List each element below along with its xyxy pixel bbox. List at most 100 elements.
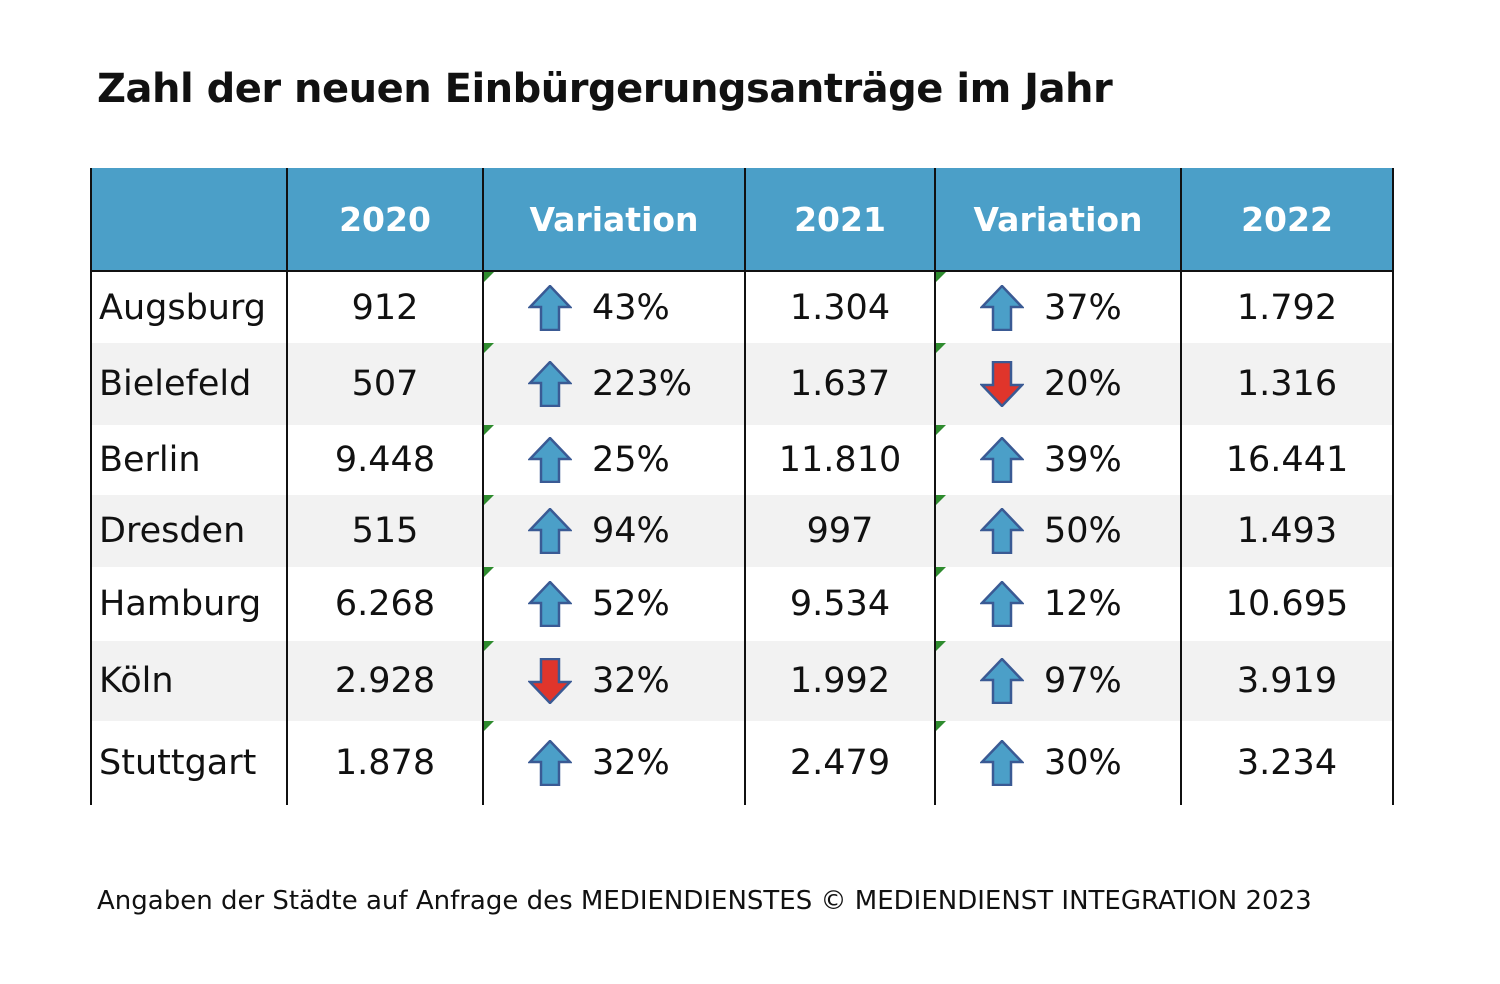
header-2022: 2022 [1180, 168, 1394, 272]
arrow-up-icon [528, 740, 572, 786]
city-name: Dresden [90, 495, 288, 567]
value-2020: 6.268 [286, 567, 484, 641]
variation-cell: 39% [934, 425, 1182, 495]
value-2020: 912 [286, 271, 484, 343]
arrow-up-icon [528, 284, 572, 331]
header-2021: 2021 [744, 168, 936, 272]
variation-cell: 223% [482, 343, 746, 425]
arrow-up-icon [980, 284, 1024, 331]
variation-cell: 12% [934, 567, 1182, 641]
chart-title: Zahl der neuen Einbürgerungsanträge im J… [97, 66, 1113, 112]
variation-cell: 43% [482, 271, 746, 343]
value-2022: 3.919 [1180, 641, 1394, 721]
arrow-up-icon [980, 437, 1024, 483]
value-2020: 1.878 [286, 721, 484, 805]
value-2020: 9.448 [286, 425, 484, 495]
header-variation-1: Variation [482, 168, 746, 272]
variation-cell: 94% [482, 495, 746, 567]
arrow-up-icon [528, 581, 572, 627]
value-2021: 1.304 [744, 271, 936, 343]
data-table: 2020 Variation 2021 Variation 2022 Augsb… [90, 168, 1394, 805]
variation-value: 20% [1044, 364, 1122, 404]
variation-cell: 20% [934, 343, 1182, 425]
cell-marker [936, 641, 946, 651]
variation-cell: 50% [934, 495, 1182, 567]
cell-marker [484, 425, 494, 435]
variation-value: 97% [1044, 661, 1122, 701]
arrow-up-icon [528, 361, 572, 407]
cell-marker [936, 721, 946, 731]
city-name: Hamburg [90, 567, 288, 641]
variation-value: 32% [592, 743, 670, 783]
variation-value: 37% [1044, 287, 1122, 328]
arrow-up-icon [980, 740, 1024, 786]
table-row: Hamburg 6.268 52% 9.534 12% 10.695 [90, 567, 1394, 641]
value-2022: 10.695 [1180, 567, 1394, 641]
value-2022: 1.493 [1180, 495, 1394, 567]
value-2021: 1.637 [744, 343, 936, 425]
cell-marker [936, 495, 946, 505]
variation-value: 30% [1044, 743, 1122, 783]
value-2021: 2.479 [744, 721, 936, 805]
variation-value: 12% [1044, 584, 1122, 624]
variation-cell: 30% [934, 721, 1182, 805]
arrow-up-icon [980, 581, 1024, 627]
variation-cell: 32% [482, 641, 746, 721]
table-body: Augsburg 912 43% 1.304 37% 1.792 Bielefeld 507 2… [90, 271, 1394, 805]
city-name: Stuttgart [90, 721, 288, 805]
variation-value: 52% [592, 584, 670, 624]
arrow-up-icon [528, 437, 572, 483]
table-row: Dresden 515 94% 997 50% 1.493 [90, 495, 1394, 567]
variation-value: 223% [592, 364, 693, 404]
cell-marker [484, 567, 494, 577]
cell-marker [484, 495, 494, 505]
cell-marker [936, 567, 946, 577]
value-2020: 507 [286, 343, 484, 425]
source-footer: Angaben der Städte auf Anfrage des MEDIE… [97, 886, 1312, 916]
variation-value: 25% [592, 440, 670, 480]
cell-marker [484, 641, 494, 651]
table-row: Augsburg 912 43% 1.304 37% 1.792 [90, 271, 1394, 343]
cell-marker [936, 425, 946, 435]
value-2022: 1.316 [1180, 343, 1394, 425]
arrow-up-icon [980, 658, 1024, 704]
arrow-down-icon [980, 361, 1024, 407]
arrow-down-icon [528, 658, 572, 704]
header-row: 2020 Variation 2021 Variation 2022 [90, 168, 1394, 272]
arrow-up-icon [980, 508, 1024, 554]
header-2020: 2020 [286, 168, 484, 272]
value-2021: 1.992 [744, 641, 936, 721]
value-2021: 997 [744, 495, 936, 567]
variation-value: 50% [1044, 511, 1122, 551]
variation-value: 32% [592, 661, 670, 701]
table-row: Berlin 9.448 25% 11.810 39% 16.441 [90, 425, 1394, 495]
table-row: Köln 2.928 32% 1.992 97% 3.919 [90, 641, 1394, 721]
header-variation-2: Variation [934, 168, 1182, 272]
cell-marker [936, 343, 946, 353]
variation-value: 39% [1044, 440, 1122, 480]
cell-marker [484, 721, 494, 731]
cell-marker [484, 343, 494, 353]
value-2020: 2.928 [286, 641, 484, 721]
city-name: Köln [90, 641, 288, 721]
table-row: Bielefeld 507 223% 1.637 20% 1.316 [90, 343, 1394, 425]
variation-cell: 25% [482, 425, 746, 495]
value-2021: 9.534 [744, 567, 936, 641]
variation-cell: 37% [934, 271, 1182, 343]
cell-marker [484, 272, 494, 282]
value-2022: 3.234 [1180, 721, 1394, 805]
table-row: Stuttgart 1.878 32% 2.479 30% 3.234 [90, 721, 1394, 805]
city-name: Bielefeld [90, 343, 288, 425]
variation-value: 43% [592, 287, 670, 328]
variation-cell: 97% [934, 641, 1182, 721]
city-name: Augsburg [90, 271, 288, 343]
arrow-up-icon [528, 508, 572, 554]
variation-value: 94% [592, 511, 670, 551]
variation-cell: 32% [482, 721, 746, 805]
value-2022: 16.441 [1180, 425, 1394, 495]
variation-cell: 52% [482, 567, 746, 641]
value-2022: 1.792 [1180, 271, 1394, 343]
city-name: Berlin [90, 425, 288, 495]
value-2021: 11.810 [744, 425, 936, 495]
header-city [90, 168, 288, 272]
